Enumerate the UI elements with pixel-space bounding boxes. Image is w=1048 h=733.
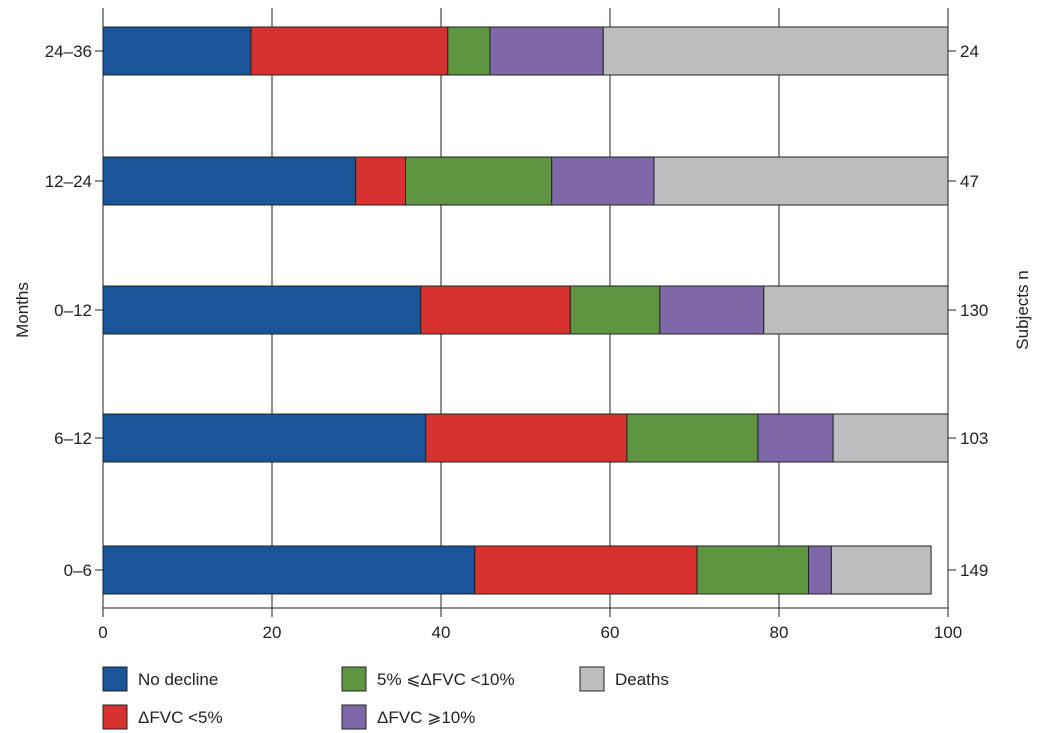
subjects-n-label: 47 (960, 172, 979, 191)
y-tick-label: 12–24 (45, 172, 92, 191)
bar-segment (251, 27, 448, 75)
y-tick-label: 0–6 (64, 561, 92, 580)
y-axis-title: Months (13, 282, 32, 338)
subjects-n-label: 103 (960, 429, 988, 448)
bar-segment (660, 286, 764, 334)
legend-swatch (342, 705, 366, 729)
legend-swatch (342, 667, 366, 691)
bar-segment (764, 286, 948, 334)
x-tick-label: 40 (432, 623, 451, 642)
x-tick-label: 60 (601, 623, 620, 642)
legend-label: ΔFVC <5% (138, 708, 223, 727)
legend-swatch (103, 667, 127, 691)
bar-segment (603, 27, 948, 75)
bar-segment (809, 546, 832, 594)
bar-segment (406, 157, 552, 205)
bar-segment (103, 27, 251, 75)
bar-segment (103, 414, 426, 462)
legend-label: ΔFVC ⩾10% (377, 708, 475, 727)
legend-label: No decline (138, 670, 218, 689)
bar-segment (475, 546, 697, 594)
subjects-n-label: 149 (960, 561, 988, 580)
bar-segment (356, 157, 406, 205)
legend-label: 5% ⩽ΔFVC <10% (377, 670, 515, 689)
bar-segment (490, 27, 603, 75)
bar-segment (103, 157, 356, 205)
legend: No decline ΔFVC <5% 5% ⩽ΔFVC <10% ΔFVC ⩾10%… (103, 667, 669, 729)
x-tick-label: 0 (98, 623, 107, 642)
y-tick-label: 0–12 (54, 301, 92, 320)
legend-swatch (580, 667, 604, 691)
right-axis-title: Subjects n (1013, 270, 1032, 349)
y-tick-label: 6–12 (54, 429, 92, 448)
subjects-n-label: 130 (960, 301, 988, 320)
bar-segment (758, 414, 833, 462)
bar-segment (552, 157, 654, 205)
bar-segment (833, 414, 948, 462)
bar-segment (831, 546, 931, 594)
x-tick-label: 100 (934, 623, 962, 642)
x-tick-label: 20 (263, 623, 282, 642)
bar-segment (426, 414, 627, 462)
bar-segment (570, 286, 660, 334)
bar-segment (627, 414, 758, 462)
bar-segment (697, 546, 809, 594)
subjects-n-label: 24 (960, 42, 979, 61)
bar-segment (421, 286, 571, 334)
legend-label: Deaths (615, 670, 669, 689)
bar-segment (654, 157, 948, 205)
bar-segment (103, 546, 475, 594)
x-tick-label: 80 (770, 623, 789, 642)
legend-swatch (103, 705, 127, 729)
bar-segment (448, 27, 490, 75)
bars (103, 27, 948, 594)
y-tick-label: 24–36 (45, 42, 92, 61)
bar-segment (103, 286, 421, 334)
